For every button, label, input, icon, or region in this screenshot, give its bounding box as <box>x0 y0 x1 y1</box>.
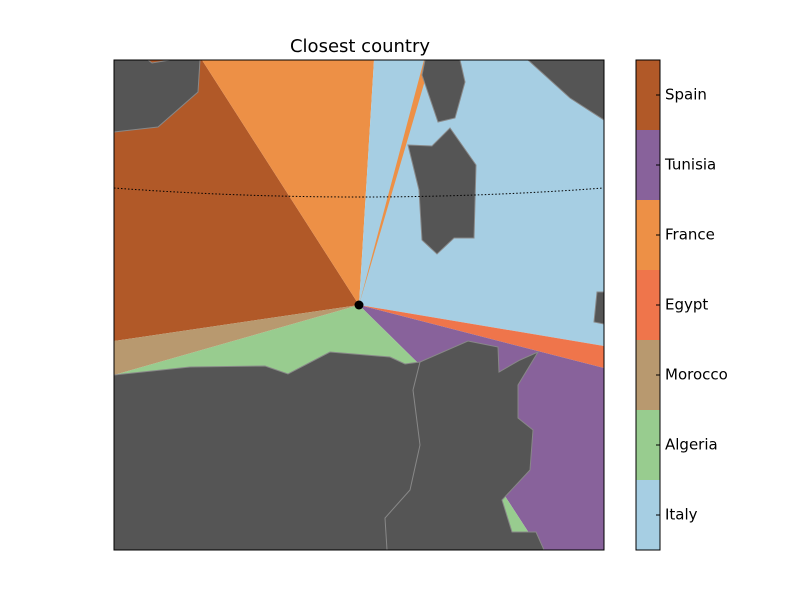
region <box>202 60 374 305</box>
colorbar-label: Italy <box>665 506 698 524</box>
land-mass <box>527 60 604 121</box>
land-mass <box>114 340 545 550</box>
colorbar-label: Morocco <box>665 366 728 384</box>
island <box>421 60 466 123</box>
colorbar: Spain Tunisia France Egypt Morocco Algeria Ita… <box>635 59 728 551</box>
parallel <box>114 187 604 198</box>
colorbar-label: Spain <box>665 86 707 104</box>
region <box>359 60 431 305</box>
island <box>407 127 477 255</box>
map-frame <box>113 59 605 551</box>
region <box>114 305 359 375</box>
map-title: Closest country <box>290 36 430 57</box>
colorbar-label: France <box>665 226 715 244</box>
origin-point <box>354 300 364 310</box>
region <box>359 60 604 346</box>
colorbar-label: Algeria <box>665 436 718 454</box>
island <box>593 291 604 325</box>
border <box>384 361 421 550</box>
land-mass <box>114 60 201 133</box>
colorbar-frame <box>635 59 661 551</box>
land <box>114 60 604 550</box>
region <box>114 60 359 341</box>
colorbar-label: Egypt <box>665 296 708 314</box>
colorbar-label: Tunisia <box>664 156 716 174</box>
